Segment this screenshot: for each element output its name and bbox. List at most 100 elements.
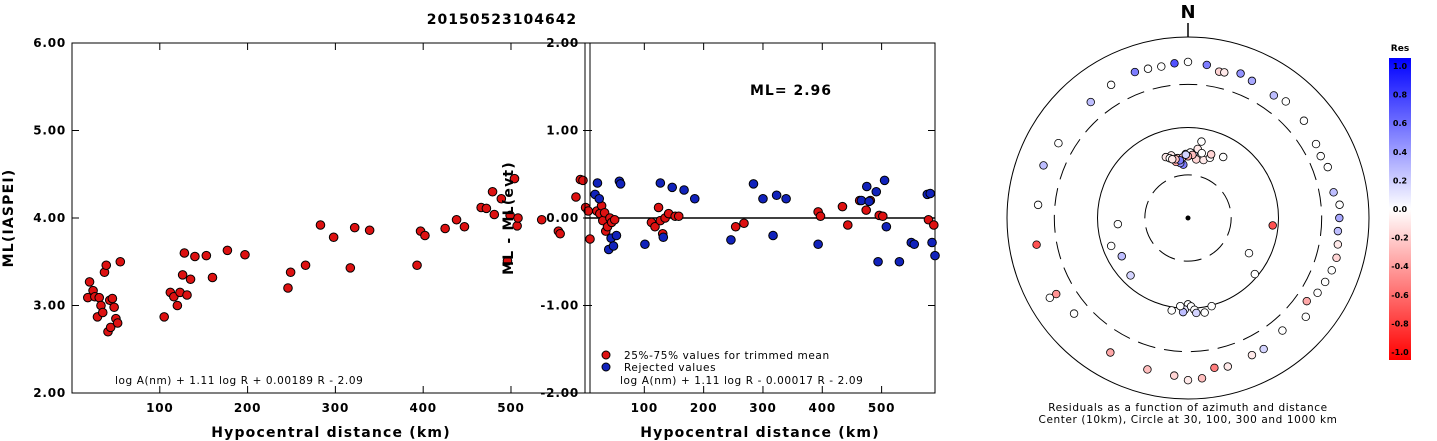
polar-station-point — [1045, 293, 1054, 302]
colorbar-tick-label: 0.4 — [1393, 148, 1408, 157]
middle-legend: 25%-75% values for trimmed mean Rejected… — [601, 350, 830, 374]
middle-point-trimmed — [837, 201, 848, 212]
middle-x-tick-label: 500 — [868, 401, 895, 415]
middle-point-trimmed — [673, 211, 684, 222]
left-y-tick-label: 3.00 — [33, 299, 66, 313]
left-y-tick-label: 5.00 — [33, 124, 66, 138]
middle-point-rejected — [658, 232, 669, 243]
middle-x-axis-label: Hypocentral distance (km) — [640, 425, 880, 441]
left-point — [578, 175, 588, 186]
polar-caption-line1: Residuals as a function of azimuth and d… — [1048, 402, 1328, 414]
left-x-tick-label: 100 — [146, 401, 173, 415]
left-point — [177, 270, 188, 280]
polar-station-point — [1176, 301, 1185, 311]
left-formula: log A(nm) + 1.11 log R + 0.00189 R - 2.0… — [115, 375, 363, 387]
left-point — [328, 232, 339, 243]
middle-point-rejected — [927, 237, 937, 248]
polar-station-point — [1086, 97, 1095, 107]
panel-polar-residuals: N Residuals as a function of azimuth and… — [1006, 2, 1370, 426]
middle-y-axis-label: ML - ML(evt) — [501, 161, 517, 275]
polar-station-point — [1106, 80, 1116, 90]
polar-station-point — [1167, 306, 1176, 315]
middle-point-trimmed — [815, 211, 826, 222]
left-y-tick-label: 2.00 — [33, 386, 66, 400]
middle-point-rejected — [592, 178, 603, 188]
left-point — [94, 292, 105, 303]
polar-station-point — [1130, 67, 1140, 77]
polar-station-point — [1333, 240, 1343, 249]
middle-point-rejected — [679, 185, 689, 195]
polar-station-point — [1143, 64, 1153, 73]
middle-y-tick-label: 2.00 — [546, 36, 579, 50]
polar-station-point — [1333, 226, 1343, 236]
polar-station-point — [1268, 221, 1277, 230]
polar-station-point — [1052, 289, 1061, 299]
middle-point-rejected — [925, 188, 936, 199]
polar-station-point — [1329, 188, 1338, 197]
polar-station-point — [1168, 155, 1177, 164]
middle-x-tick-label: 200 — [690, 401, 717, 415]
middle-point-rejected — [894, 256, 905, 267]
residual-colorbar: Res 1.0 0.8 0.6 0.4 0.2 0.0 -0.2 -0.4 -0.6 -0.8 -1… — [1389, 44, 1411, 360]
middle-points — [590, 175, 940, 267]
polar-station-point — [1259, 344, 1268, 354]
left-point — [109, 302, 119, 313]
left-point — [112, 318, 123, 328]
middle-point-trimmed — [739, 218, 749, 229]
middle-point-rejected — [930, 250, 940, 261]
middle-point-rejected — [768, 230, 778, 241]
colorbar-tick-label: -0.8 — [1391, 319, 1409, 328]
legend-label-trimmed: 25%-75% values for trimmed mean — [624, 350, 830, 362]
middle-point-rejected — [871, 186, 882, 197]
polar-station-point — [1299, 116, 1309, 125]
colorbar-tick-label: 0.8 — [1393, 91, 1408, 100]
north-label: N — [1180, 2, 1195, 23]
polar-center — [1185, 215, 1191, 221]
middle-y-tick-label: -2.00 — [540, 386, 579, 400]
polar-station-point — [1313, 288, 1322, 298]
left-point — [412, 260, 422, 271]
left-point — [115, 256, 126, 267]
polar-station-point — [1250, 269, 1260, 279]
figure-title: 20150523104642 — [427, 12, 577, 28]
middle-point-rejected — [879, 175, 890, 186]
left-point — [300, 260, 311, 271]
left-point — [364, 225, 375, 236]
left-point — [222, 245, 233, 256]
middle-point-trimmed — [650, 221, 660, 232]
polar-station-point — [1170, 59, 1179, 68]
left-y-axis-label: ML(IASPEI) — [1, 169, 17, 268]
polar-station-point — [1332, 253, 1341, 262]
middle-point-rejected — [726, 235, 736, 245]
left-point — [107, 293, 118, 304]
polar-station-point — [1197, 374, 1207, 383]
left-point — [555, 228, 565, 239]
left-point — [179, 248, 190, 258]
colorbar-title: Res — [1391, 44, 1409, 54]
legend-label-rejected: Rejected values — [624, 362, 716, 374]
polar-station-point — [1301, 312, 1310, 322]
polar-station-point — [1032, 240, 1041, 249]
left-point — [105, 322, 116, 333]
left-point — [459, 221, 470, 232]
polar-station-point — [1244, 249, 1254, 258]
legend-marker-rejected — [601, 362, 611, 372]
middle-point-trimmed — [861, 205, 871, 215]
polar-station-point — [1335, 213, 1344, 223]
colorbar-tick-label: -1.0 — [1391, 348, 1409, 357]
middle-point-rejected — [594, 193, 605, 204]
left-point — [201, 250, 212, 261]
middle-point-trimmed — [653, 202, 664, 213]
left-point — [489, 209, 500, 220]
polar-station-point — [1236, 69, 1245, 78]
polar-station-point — [1206, 150, 1216, 159]
left-point — [513, 213, 523, 223]
polar-station-point — [1197, 137, 1206, 146]
left-point — [496, 193, 507, 204]
polar-station-point — [1039, 161, 1048, 170]
left-point — [502, 256, 513, 266]
left-x-tick-label: 300 — [322, 401, 349, 415]
left-x-tick-label: 400 — [409, 401, 436, 415]
left-point — [101, 260, 112, 271]
middle-point-trimmed — [842, 220, 853, 230]
